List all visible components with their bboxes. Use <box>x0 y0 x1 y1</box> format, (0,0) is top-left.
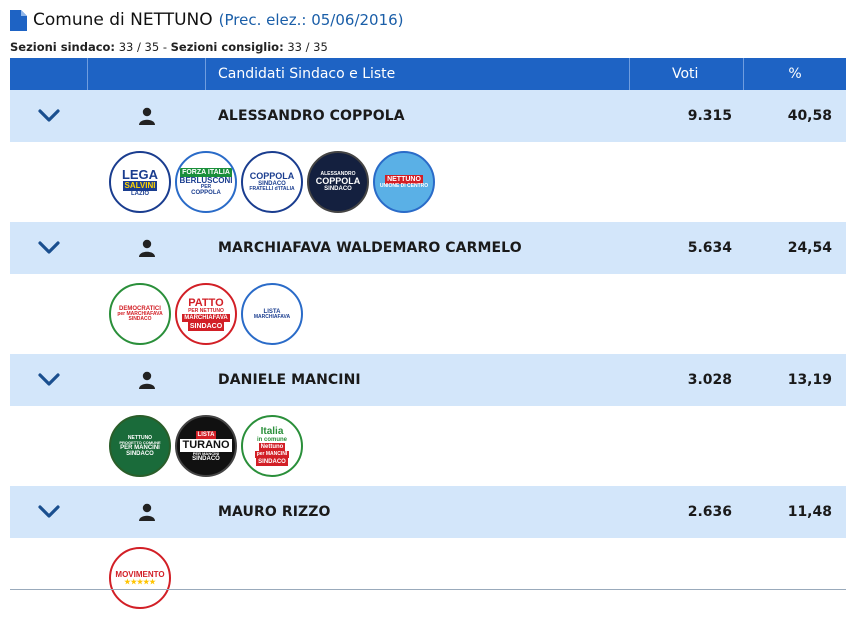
candidate-percent: 11,48 <box>787 504 832 520</box>
party-logo-text: SINDACO <box>126 450 154 457</box>
alessandro-coppola-sindaco-logo[interactable]: ALESSANDRO COPPOLA SINDACO <box>307 151 369 213</box>
forza-italia-berlusconi-logo[interactable]: FORZA ITALIA BERLUSCONI PER COPPOLA <box>175 151 237 213</box>
previous-election-link[interactable]: (Prec. elez.: 05/06/2016) <box>218 11 404 29</box>
candidate-percent: 13,19 <box>787 372 832 388</box>
page-title: Comune di NETTUNO <box>33 10 213 30</box>
party-logo-text: SINDACO <box>192 455 220 462</box>
expand-chevron-icon[interactable] <box>10 505 88 519</box>
nettuno-unione-di-centro-logo[interactable]: NETTUNO UNIONE DI CENTRO <box>373 151 435 213</box>
party-logo-text: MARCHIAFAVA <box>253 313 291 320</box>
party-lists-row: MOVIMENTO ★★★★★ <box>10 538 846 618</box>
header-icon-column <box>88 58 206 90</box>
lista-marchiafava-logo[interactable]: LISTA MARCHIAFAVA <box>241 283 303 345</box>
lega-salvini-lazio-logo[interactable]: LEGA SALVINI LAZIO <box>109 151 171 213</box>
candidate-name: MAURO RIZZO <box>218 504 331 520</box>
candidate-votes: 5.634 <box>687 240 732 256</box>
party-logo-text: LAZIO <box>131 190 149 197</box>
italia-in-comune-logo[interactable]: Italia in comune Nettuno per MANCINI SINDACO <box>241 415 303 477</box>
candidate-row: MARCHIAFAVA WALDEMARO CARMELO 5.634 24,54 <box>10 222 846 274</box>
party-logo-text: DEMOCRATICI <box>119 306 161 312</box>
party-logo-text: SINDACO <box>256 457 288 466</box>
header-candidates: Candidati Sindaco e Liste <box>206 58 630 90</box>
candidate-percent: 24,54 <box>787 240 832 256</box>
party-lists-row: LEGA SALVINI LAZIO FORZA ITALIA BERLUSCONI PE… <box>10 142 846 222</box>
party-logo-text: PER MANCINI <box>120 444 160 451</box>
party-logo-text: SINDACO <box>187 321 225 331</box>
lista-turano-logo[interactable]: LISTA TURANO PER MANCINI SINDACO <box>175 415 237 477</box>
party-logo-text: COPPOLA <box>249 171 295 181</box>
expand-chevron-icon[interactable] <box>10 109 88 123</box>
patto-per-nettuno-logo[interactable]: PATTO PER NETTUNO MARCHIAFAVA SINDACO <box>175 283 237 345</box>
sezioni-consiglio-label: Sezioni consiglio: <box>170 40 284 54</box>
person-icon <box>88 239 206 257</box>
expand-chevron-icon[interactable] <box>10 373 88 387</box>
document-icon <box>10 9 27 31</box>
results-table: Candidati Sindaco e Liste Voti % ALESSAN… <box>10 58 846 618</box>
party-logo-text: NETTUNO <box>385 175 423 184</box>
candidate-votes: 2.636 <box>687 504 732 520</box>
coppola-sindaco-fratelli-italia-logo[interactable]: COPPOLA SINDACO FRATELLI d'ITALIA <box>241 151 303 213</box>
party-lists-row: NETTUNO PROGETTO COMUNE PER MANCINI SINDACO… <box>10 406 846 486</box>
sections-separator: - <box>162 40 167 54</box>
person-icon <box>88 107 206 125</box>
header-votes: Voti <box>630 58 744 90</box>
movimento-5-stelle-logo[interactable]: MOVIMENTO ★★★★★ <box>109 547 171 609</box>
table-bottom-border <box>10 589 846 590</box>
candidate-percent: 40,58 <box>787 108 832 124</box>
candidate-votes: 3.028 <box>687 372 732 388</box>
party-logo-text: per MANCINI <box>254 450 290 458</box>
candidate-row: ALESSANDRO COPPOLA 9.315 40,58 <box>10 90 846 142</box>
candidate-votes: 9.315 <box>687 108 732 124</box>
party-logo-text: SINDACO <box>324 186 352 192</box>
party-logo-text: Italia <box>260 425 284 437</box>
person-icon <box>88 371 206 389</box>
party-logo-text: SALVINI <box>122 180 158 191</box>
party-logo-text: SINDACO <box>258 181 286 187</box>
party-logo-text: LEGA <box>121 166 159 182</box>
candidate-name: MARCHIAFAVA WALDEMARO CARMELO <box>218 240 522 256</box>
candidate-row: MAURO RIZZO 2.636 11,48 <box>10 486 846 538</box>
sections-summary: Sezioni sindaco: 33 / 35 - Sezioni consi… <box>10 40 328 54</box>
party-logo-text: BERLUSCONI <box>179 176 233 185</box>
party-logo-text: PATTO <box>188 296 224 309</box>
candidate-name: ALESSANDRO COPPOLA <box>218 108 405 124</box>
party-logo-text: LISTA <box>263 308 281 315</box>
candidate-name: DANIELE MANCINI <box>218 372 361 388</box>
party-logo-text: ★★★★★ <box>124 578 156 586</box>
democratici-marchiafava-logo[interactable]: DEMOCRATICI per MARCHIAFAVA SINDACO <box>109 283 171 345</box>
party-logo-text: MOVIMENTO <box>115 569 165 579</box>
table-header: Candidati Sindaco e Liste Voti % <box>10 58 846 90</box>
party-logo-text: per MARCHIAFAVA <box>117 311 163 317</box>
party-logo-text: COPPOLA <box>315 176 361 186</box>
candidate-row: DANIELE MANCINI 3.028 13,19 <box>10 354 846 406</box>
sezioni-consiglio-value: 33 / 35 <box>287 40 328 54</box>
party-logo-text: PER <box>200 184 212 190</box>
sezioni-sindaco-label: Sezioni sindaco: <box>10 40 116 54</box>
party-logo-text: ALESSANDRO <box>320 171 356 177</box>
party-logo-text: MARCHIAFAVA <box>182 313 230 322</box>
party-logo-text: UNIONE DI CENTRO <box>379 183 429 189</box>
party-logo-text: SINDACO <box>128 316 152 322</box>
party-logo-text: NETTUNO <box>127 434 153 441</box>
party-logo-text: COPPOLA <box>191 190 221 196</box>
party-logo-text: PER MANCINI <box>192 450 220 456</box>
party-logo-text: in comune <box>256 436 287 443</box>
party-logo-text: LISTA <box>195 430 217 439</box>
header-expand-column <box>10 58 88 90</box>
party-logo-text: Nettuno <box>258 442 286 451</box>
page-header: Comune di NETTUNO (Prec. elez.: 05/06/20… <box>10 8 404 32</box>
party-logo-text: PROGETTO COMUNE <box>119 439 161 445</box>
sezioni-sindaco-value: 33 / 35 <box>118 40 160 54</box>
nettuno-progetto-comune-logo[interactable]: NETTUNO PROGETTO COMUNE PER MANCINI SINDACO <box>109 415 171 477</box>
person-icon <box>88 503 206 521</box>
party-logo-text: TURANO <box>180 438 232 452</box>
party-logo-text: PER NETTUNO <box>188 307 224 314</box>
expand-chevron-icon[interactable] <box>10 241 88 255</box>
party-logo-text: FORZA ITALIA <box>180 168 232 177</box>
table-body: ALESSANDRO COPPOLA 9.315 40,58 LEGA SALVINI L… <box>10 90 846 618</box>
header-percent: % <box>788 66 802 82</box>
party-logo-text: FRATELLI d'ITALIA <box>249 186 295 192</box>
party-lists-row: DEMOCRATICI per MARCHIAFAVA SINDACO PATTO PE… <box>10 274 846 354</box>
